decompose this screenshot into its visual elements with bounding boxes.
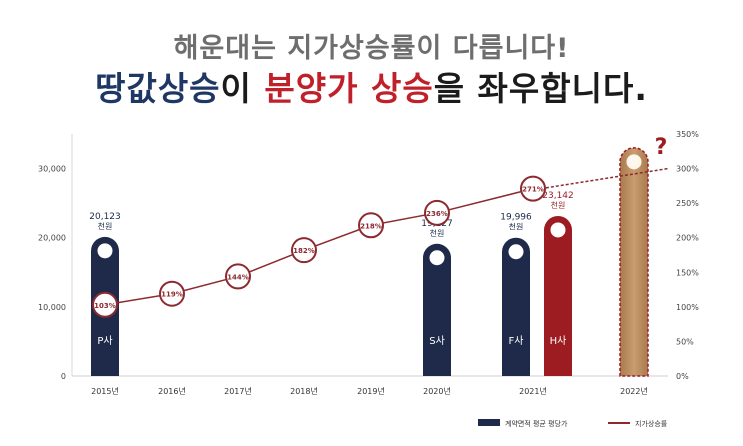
line-point-label: 119%: [161, 291, 183, 299]
line-marker: [358, 212, 384, 239]
line-marker: [225, 263, 251, 290]
x-axis-tick: 2015년: [91, 386, 119, 396]
legend-swatch-bar: [478, 419, 500, 426]
line-point-label: 182%: [293, 247, 315, 255]
right-axis-tick: 150%: [676, 268, 699, 277]
bar-dot: [429, 250, 445, 266]
bar-label: H사: [550, 335, 567, 347]
bar-value-unit: 천원: [551, 200, 566, 210]
bar-dot: [97, 243, 113, 259]
bar-label: F사: [509, 335, 524, 347]
line-marker: [159, 280, 185, 307]
line-marker: [520, 175, 546, 202]
right-axis-tick: 350%: [676, 130, 699, 139]
bar-value-label: 23,142: [542, 191, 574, 201]
x-axis-tick: 2016년: [158, 386, 186, 396]
bar-dot: [508, 244, 524, 260]
left-axis-tick: 10,000: [38, 303, 66, 312]
right-axis-tick: 250%: [676, 199, 699, 208]
right-axis-tick: 100%: [676, 303, 699, 312]
headline-line1: 해운대는 지가상승률이 다릅니다!: [173, 33, 570, 64]
line-point-label: 271%: [522, 186, 544, 194]
line-point-label: 236%: [426, 210, 448, 218]
left-axis-tick: 30,000: [38, 165, 66, 174]
legend-label-bar: 계약면적 평균 평당가: [505, 419, 568, 428]
headline-text-a: 이: [220, 69, 265, 108]
bar: [544, 215, 572, 376]
right-axis-tick: 0%: [676, 372, 689, 381]
bar-label: S사: [429, 335, 445, 347]
line-marker: [92, 291, 118, 318]
left-axis-tick: 0: [61, 372, 66, 381]
bar-dot: [626, 154, 642, 170]
headline-highlight-land-price: 땅값상승: [95, 69, 221, 108]
headline-highlight-sale-price: 분양가 상승: [264, 69, 434, 108]
x-axis-tick: 2018년: [290, 386, 318, 396]
bar: [423, 243, 451, 376]
right-axis-tick: 300%: [676, 165, 699, 174]
right-axis-tick: 50%: [676, 337, 694, 346]
bar: [619, 147, 649, 377]
series-line-projection: [540, 167, 669, 190]
line-point-label: 144%: [227, 273, 249, 281]
bar-value-unit: 천원: [430, 228, 445, 238]
bar: [502, 237, 530, 376]
headline-text-b: 을 좌우합니다.: [433, 69, 648, 108]
bar-dot: [550, 222, 566, 238]
bar-value-unit: 천원: [98, 221, 113, 231]
right-axis-tick: 200%: [676, 234, 699, 243]
line-marker: [424, 199, 450, 226]
line-marker: [291, 237, 317, 264]
headline-line2: 땅값상승이 분양가 상승을 좌우합니다.: [0, 62, 743, 110]
bar-value-label: 19,996: [500, 213, 532, 223]
left-axis-tick: 20,000: [38, 234, 66, 243]
bar-question-mark: ?: [655, 135, 668, 160]
legend-label-line: 지가상승률: [635, 419, 668, 428]
bar-label: P사: [97, 335, 112, 347]
x-axis-tick: 2017년: [224, 386, 252, 396]
bar-value-unit: 천원: [509, 222, 524, 232]
x-axis-tick: 2021년: [519, 386, 547, 396]
line-point-label: 218%: [360, 222, 382, 230]
x-axis-tick: 2022년: [620, 386, 648, 396]
bar-value-label: 20,123: [89, 212, 121, 222]
x-axis-tick: 2020년: [423, 386, 451, 396]
x-axis-tick: 2019년: [357, 386, 385, 396]
line-point-label: 103%: [94, 302, 116, 310]
